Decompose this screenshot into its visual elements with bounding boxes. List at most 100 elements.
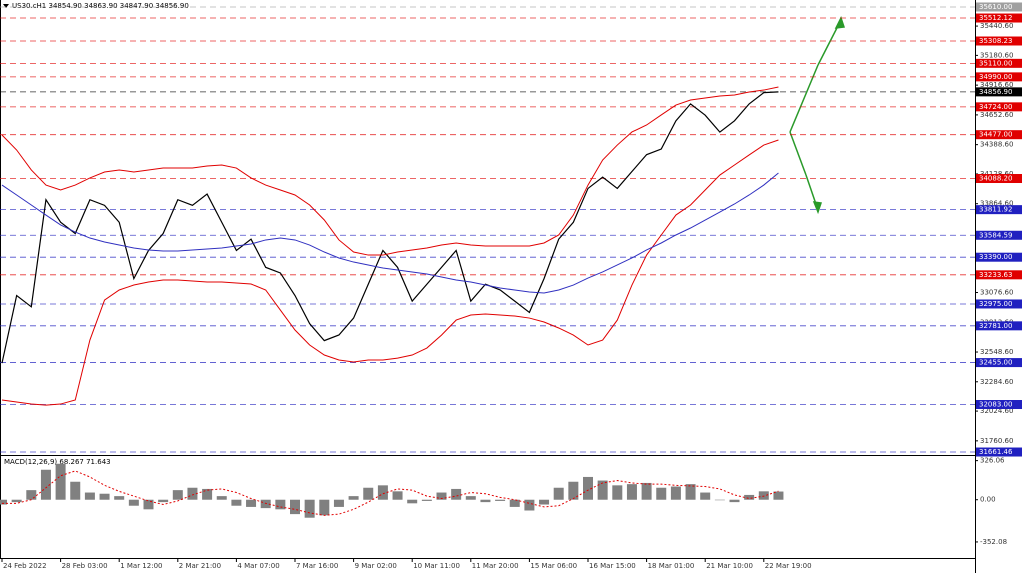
histogram-bar bbox=[290, 499, 300, 515]
level-label: 34856.90 bbox=[979, 88, 1012, 96]
histogram-bar bbox=[568, 481, 579, 500]
level-label-bg bbox=[976, 58, 1022, 68]
histogram-bar bbox=[363, 487, 374, 500]
histogram-bar bbox=[231, 499, 242, 506]
level-label-bg bbox=[976, 230, 1022, 240]
level-label-bg bbox=[976, 358, 1022, 368]
y-tick-label: 32024.60 bbox=[980, 407, 1013, 415]
x-tick-label: 9 Mar 02:00 bbox=[355, 562, 397, 570]
level-label-bg bbox=[976, 87, 1022, 97]
level-label-bg bbox=[976, 270, 1022, 280]
histogram-bar bbox=[11, 499, 22, 503]
y-tick-label: 34128.60 bbox=[980, 170, 1013, 178]
y-tick-label: 34388.60 bbox=[980, 141, 1013, 149]
level-label-bg bbox=[976, 36, 1022, 46]
level-label: 34088.20 bbox=[979, 175, 1012, 183]
histogram-bar bbox=[656, 487, 667, 500]
histogram-bar bbox=[773, 491, 784, 500]
level-label: 32455.00 bbox=[979, 359, 1012, 367]
level-label-bg bbox=[976, 400, 1022, 410]
histogram-bar bbox=[407, 499, 418, 504]
histogram-bar bbox=[114, 496, 125, 500]
histogram-bar bbox=[612, 485, 623, 500]
histogram-bar bbox=[348, 496, 359, 500]
histogram-bar bbox=[626, 484, 637, 500]
histogram-bar bbox=[143, 499, 154, 510]
histogram-bar bbox=[744, 494, 755, 500]
x-tick-label: 4 Mar 07:00 bbox=[237, 562, 279, 570]
histogram-bar bbox=[172, 490, 183, 500]
histogram-bar bbox=[99, 493, 110, 500]
level-label-bg bbox=[976, 102, 1022, 112]
indicator-line bbox=[1, 172, 779, 294]
level-label-bg bbox=[976, 2, 1022, 12]
price-line bbox=[1, 91, 779, 364]
histogram-bar bbox=[539, 499, 550, 505]
y-tick-label: 34916.60 bbox=[980, 81, 1013, 89]
arrow-up-1 bbox=[789, 64, 819, 133]
x-tick-label: 2 Mar 21:00 bbox=[179, 562, 221, 570]
histogram-bar bbox=[202, 488, 213, 500]
level-label: 32083.00 bbox=[979, 401, 1012, 409]
histogram-bar bbox=[509, 499, 520, 507]
histogram-bar bbox=[641, 482, 652, 500]
histogram-bar bbox=[421, 499, 432, 501]
y-tick-label: 35180.60 bbox=[980, 51, 1013, 59]
y-tick-label: 34652.60 bbox=[980, 111, 1013, 119]
arrow-down-1 bbox=[789, 131, 807, 176]
level-label: 31661.46 bbox=[979, 448, 1013, 456]
histogram-bar bbox=[583, 476, 593, 500]
level-label: 35110.00 bbox=[979, 59, 1012, 67]
histogram-bar bbox=[260, 499, 271, 509]
histogram-bar bbox=[26, 490, 37, 500]
y-tick-label: 33864.60 bbox=[980, 200, 1013, 208]
histogram-bar bbox=[729, 499, 740, 503]
x-tick-label: 21 Mar 10:00 bbox=[706, 562, 753, 570]
histogram-bar bbox=[700, 492, 711, 500]
histogram-bar bbox=[0, 499, 7, 505]
x-tick-label: 10 Mar 11:00 bbox=[413, 562, 460, 570]
histogram-bar bbox=[465, 496, 476, 500]
x-tick-label: 1 Mar 12:00 bbox=[120, 562, 162, 570]
level-label: 32781.00 bbox=[979, 322, 1012, 330]
histogram-bar bbox=[275, 499, 286, 510]
signal-line bbox=[2, 470, 779, 516]
level-label: 34990.00 bbox=[979, 73, 1012, 81]
histogram-bar bbox=[319, 499, 330, 516]
histogram-bar bbox=[436, 492, 447, 500]
macd-title: MACD(12,26,9) 68.267 71.643 bbox=[4, 458, 111, 466]
y-tick-label: 33076.60 bbox=[980, 289, 1013, 297]
histogram-bar bbox=[216, 496, 227, 500]
x-tick-label: 24 Feb 2022 bbox=[3, 562, 47, 570]
histogram-bar bbox=[333, 499, 344, 507]
histogram-bar bbox=[758, 491, 769, 500]
histogram-bar bbox=[685, 484, 696, 500]
level-label: 33584.59 bbox=[979, 231, 1012, 239]
menu-triangle bbox=[3, 4, 9, 8]
x-tick-label: 11 Mar 20:00 bbox=[472, 562, 519, 570]
chart-title: US30.cH1 34854.90 34863.90 34847.90 3485… bbox=[12, 2, 189, 10]
histogram-bar bbox=[597, 480, 608, 500]
y-tick-label: -352.08 bbox=[980, 538, 1007, 546]
level-label-bg bbox=[976, 252, 1022, 262]
histogram-bar bbox=[670, 486, 681, 500]
level-label-bg bbox=[976, 205, 1022, 215]
level-label-bg bbox=[976, 321, 1022, 331]
histogram-bar bbox=[553, 487, 564, 500]
level-label: 32975.00 bbox=[979, 300, 1012, 308]
x-tick-label: 16 Mar 15:00 bbox=[589, 562, 636, 570]
histogram-bar bbox=[714, 499, 725, 501]
level-label: 33233.63 bbox=[979, 271, 1012, 279]
x-tick-label: 18 Mar 01:00 bbox=[648, 562, 695, 570]
x-tick-label: 7 Mar 16:00 bbox=[296, 562, 338, 570]
level-label: 35308.23 bbox=[979, 37, 1012, 45]
histogram-bar bbox=[158, 499, 169, 503]
level-label-bg bbox=[976, 72, 1022, 82]
x-tick-label: 15 Mar 06:00 bbox=[530, 562, 577, 570]
histogram-bar bbox=[55, 463, 66, 500]
level-label: 35512.12 bbox=[979, 14, 1012, 22]
arrow-head bbox=[834, 16, 846, 29]
histogram-bar bbox=[246, 499, 257, 507]
level-label-bg bbox=[976, 130, 1022, 140]
